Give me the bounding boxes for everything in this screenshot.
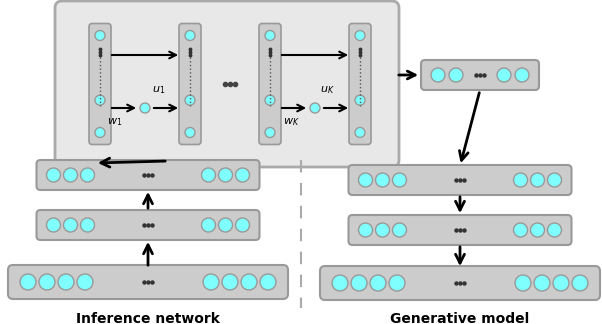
FancyBboxPatch shape — [37, 160, 259, 190]
FancyBboxPatch shape — [179, 24, 201, 145]
Circle shape — [393, 223, 406, 237]
Circle shape — [265, 30, 275, 40]
Circle shape — [355, 30, 365, 40]
Circle shape — [572, 275, 588, 291]
Circle shape — [534, 275, 550, 291]
Circle shape — [376, 173, 389, 187]
Text: $w_1$: $w_1$ — [107, 116, 122, 128]
Circle shape — [497, 68, 511, 82]
FancyBboxPatch shape — [421, 60, 539, 90]
Circle shape — [515, 275, 531, 291]
Circle shape — [310, 103, 320, 113]
FancyBboxPatch shape — [349, 215, 571, 245]
FancyBboxPatch shape — [349, 165, 571, 195]
Circle shape — [202, 218, 216, 232]
FancyBboxPatch shape — [320, 266, 600, 300]
Circle shape — [332, 275, 348, 291]
Text: $u_K$: $u_K$ — [320, 84, 335, 96]
Circle shape — [202, 168, 216, 182]
Text: $w_K$: $w_K$ — [283, 116, 300, 128]
Circle shape — [63, 218, 78, 232]
Circle shape — [351, 275, 367, 291]
Circle shape — [95, 128, 105, 137]
Circle shape — [95, 95, 105, 105]
Circle shape — [449, 68, 463, 82]
Circle shape — [359, 223, 373, 237]
Circle shape — [393, 173, 406, 187]
Circle shape — [355, 128, 365, 137]
Circle shape — [241, 274, 257, 290]
Circle shape — [235, 218, 249, 232]
FancyBboxPatch shape — [259, 24, 281, 145]
Circle shape — [530, 223, 544, 237]
Circle shape — [530, 173, 544, 187]
FancyBboxPatch shape — [55, 1, 399, 167]
Circle shape — [547, 173, 562, 187]
Circle shape — [219, 168, 232, 182]
Circle shape — [95, 30, 105, 40]
Circle shape — [235, 168, 249, 182]
FancyBboxPatch shape — [349, 24, 371, 145]
Circle shape — [203, 274, 219, 290]
Circle shape — [20, 274, 36, 290]
Text: $u_1$: $u_1$ — [152, 84, 166, 96]
Circle shape — [515, 68, 529, 82]
Circle shape — [355, 95, 365, 105]
Circle shape — [185, 128, 195, 137]
Circle shape — [81, 218, 95, 232]
Circle shape — [46, 168, 60, 182]
Circle shape — [140, 103, 150, 113]
Circle shape — [265, 128, 275, 137]
Circle shape — [514, 223, 527, 237]
Circle shape — [359, 173, 373, 187]
Circle shape — [260, 274, 276, 290]
Circle shape — [185, 95, 195, 105]
FancyBboxPatch shape — [37, 210, 259, 240]
Text: Generative model: Generative model — [390, 312, 530, 324]
Circle shape — [431, 68, 445, 82]
Circle shape — [46, 218, 60, 232]
FancyBboxPatch shape — [89, 24, 111, 145]
FancyBboxPatch shape — [8, 265, 288, 299]
Circle shape — [222, 274, 238, 290]
Circle shape — [58, 274, 74, 290]
Circle shape — [389, 275, 405, 291]
Circle shape — [370, 275, 386, 291]
Circle shape — [547, 223, 562, 237]
Circle shape — [219, 218, 232, 232]
Circle shape — [376, 223, 389, 237]
Circle shape — [185, 30, 195, 40]
Circle shape — [63, 168, 78, 182]
Circle shape — [39, 274, 55, 290]
Circle shape — [265, 95, 275, 105]
Circle shape — [553, 275, 569, 291]
Circle shape — [514, 173, 527, 187]
Text: Inference network: Inference network — [76, 312, 220, 324]
Circle shape — [81, 168, 95, 182]
Circle shape — [77, 274, 93, 290]
